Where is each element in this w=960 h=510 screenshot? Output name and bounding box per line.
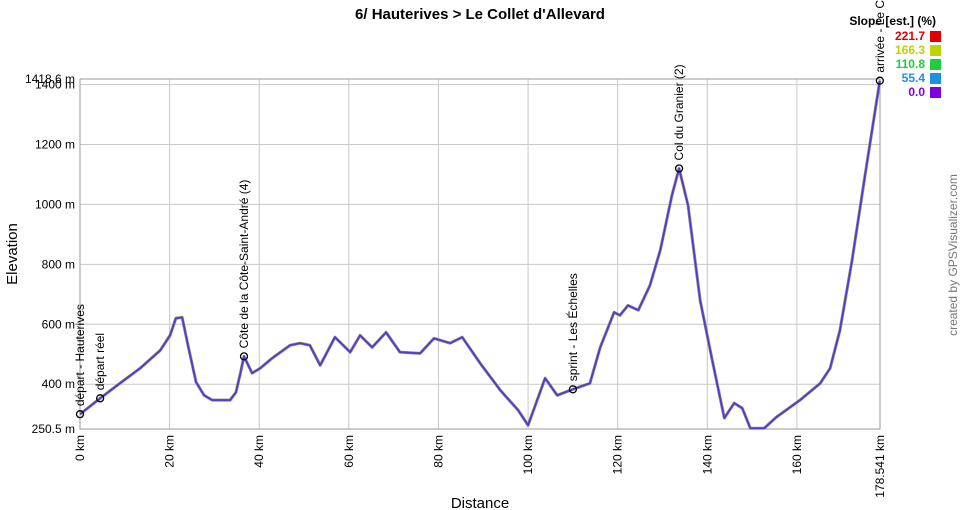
legend-value: 0.0 bbox=[908, 85, 925, 99]
waypoint-label: Col du Granier (2) bbox=[672, 64, 686, 160]
plot-frame bbox=[79, 78, 881, 430]
waypoint-marker bbox=[674, 164, 684, 173]
waypoint-label: Côte de la Côte-Saint-André (4) bbox=[237, 180, 251, 349]
elevation-line bbox=[79, 80, 881, 430]
x-axis-label: Distance bbox=[451, 495, 509, 510]
y-tick-label: 600 m bbox=[42, 317, 75, 331]
chart-title: 6/ Hauterives > Le Collet d'Allevard bbox=[355, 6, 605, 23]
waypoint-label: départ - Hauterives bbox=[73, 304, 87, 406]
x-tick-label: 100 km bbox=[521, 435, 535, 474]
legend-swatch bbox=[930, 87, 941, 98]
y-axis-label: Elevation bbox=[4, 223, 21, 285]
x-tick-label: 40 km bbox=[252, 435, 266, 468]
x-tick-label: 0 km bbox=[73, 435, 87, 461]
y-tick-label: 400 m bbox=[42, 377, 75, 391]
x-tick-label: 140 km bbox=[700, 435, 714, 474]
y-tick-label: 1400 m bbox=[35, 78, 75, 92]
x-tick-label: 178.541 km bbox=[873, 435, 887, 498]
y-tick-label: 1200 m bbox=[35, 137, 75, 151]
waypoint-marker bbox=[568, 385, 578, 394]
x-tick-label: 120 km bbox=[611, 435, 625, 474]
legend-value: 166.3 bbox=[895, 43, 925, 57]
elevation-line bbox=[79, 80, 882, 430]
y-tick-label: 800 m bbox=[42, 257, 75, 271]
waypoint-marker bbox=[239, 352, 249, 361]
y-tick-label: 1000 m bbox=[35, 197, 75, 211]
legend-value: 55.4 bbox=[902, 71, 926, 85]
legend-value: 221.7 bbox=[895, 29, 925, 43]
legend-swatch bbox=[930, 59, 941, 70]
x-tick-label: 20 km bbox=[163, 435, 177, 468]
legend-swatch bbox=[930, 31, 941, 42]
x-tick-label: 60 km bbox=[342, 435, 356, 468]
x-tick-label: 160 km bbox=[790, 435, 804, 474]
legend-swatch bbox=[930, 45, 941, 56]
x-tick-label: 80 km bbox=[431, 435, 445, 468]
credit: created by GPSVisualizer.com bbox=[946, 174, 960, 336]
y-tick-label: 1418.6 m bbox=[25, 72, 75, 86]
y-tick-label: 250.5 m bbox=[32, 422, 75, 436]
legend-value: 110.8 bbox=[896, 57, 926, 71]
waypoint-label: sprint - Les Échelles bbox=[565, 273, 580, 381]
legend-title: Slope [est.] (%) bbox=[849, 14, 936, 28]
legend-swatch bbox=[930, 73, 941, 84]
waypoint-marker bbox=[875, 76, 884, 85]
waypoint-label: arrivée - Le C bbox=[873, 0, 887, 73]
waypoint-label: départ réel bbox=[93, 333, 107, 390]
waypoint-marker bbox=[75, 410, 85, 419]
waypoint-marker bbox=[96, 394, 105, 403]
